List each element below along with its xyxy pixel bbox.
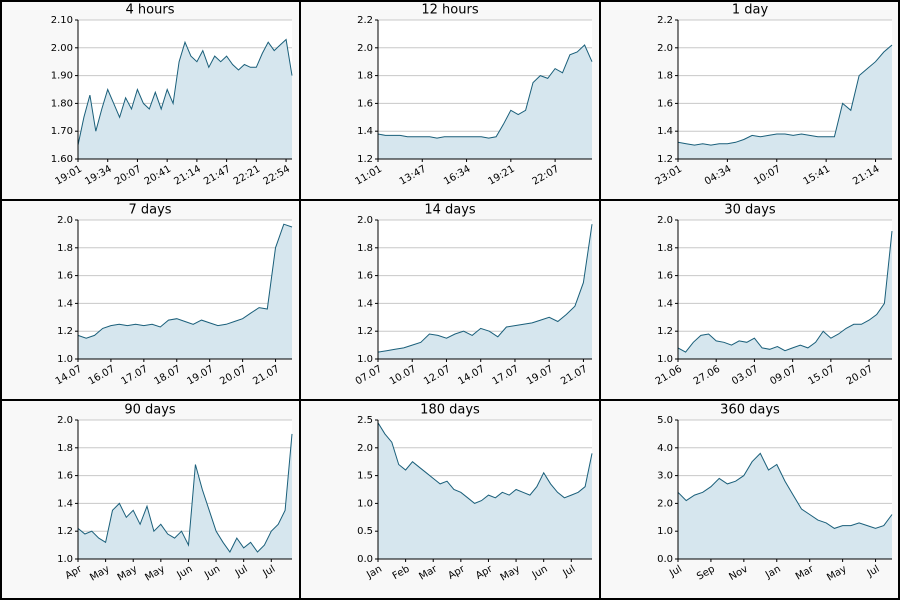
- y-tick-label: 1.6: [657, 98, 673, 109]
- price-line: [677, 231, 893, 353]
- y-tick-label: 1.8: [657, 243, 673, 254]
- y-tick-label: 1.8: [357, 243, 373, 254]
- y-tick-label: 1.0: [57, 554, 73, 565]
- area: [78, 39, 292, 159]
- y-tick-label: 1.0: [657, 526, 673, 537]
- price-line: [77, 223, 293, 339]
- y-tick-label: 2.5: [357, 415, 373, 426]
- price-line: [677, 452, 893, 529]
- y-tick-label: 2.10: [51, 15, 73, 26]
- y-tick-label: 4.0: [657, 443, 673, 454]
- y-tick-label: 1.5: [357, 471, 373, 482]
- area: [378, 422, 592, 559]
- price-line: [377, 224, 593, 353]
- y-tick-label: 1.4: [357, 126, 373, 137]
- chart-title: 360 days: [720, 403, 780, 418]
- y-tick-label: 1.4: [657, 126, 673, 137]
- y-tick-label: 2.0: [357, 43, 373, 54]
- price-line: [377, 44, 593, 139]
- y-tick-label: 2.2: [657, 15, 673, 26]
- y-tick-label: 0.5: [357, 526, 373, 537]
- price-line: [377, 422, 593, 504]
- y-tick-label: 1.4: [57, 298, 73, 309]
- y-tick-label: 1.90: [51, 71, 73, 82]
- y-tick-label: 0.0: [357, 554, 373, 565]
- y-tick-label: 1.6: [357, 98, 373, 109]
- y-tick-label: 1.2: [357, 326, 373, 337]
- y-tick-label: 1.8: [57, 243, 73, 254]
- y-tick-label: 2.0: [657, 215, 673, 226]
- y-tick-label: 0.0: [657, 554, 673, 565]
- price-line: [677, 44, 893, 146]
- y-tick-label: 2.2: [357, 15, 373, 26]
- y-tick-label: 1.4: [57, 498, 73, 509]
- y-tick-label: 1.4: [657, 298, 673, 309]
- chart-title: 180 days: [420, 403, 480, 418]
- y-tick-label: 2.0: [357, 215, 373, 226]
- y-tick-label: 1.2: [657, 326, 673, 337]
- area: [78, 433, 292, 559]
- chart-title: 90 days: [124, 403, 176, 418]
- y-tick-label: 1.6: [357, 271, 373, 282]
- y-tick-label: 5.0: [657, 415, 673, 426]
- y-tick-label: 1.60: [51, 154, 73, 165]
- chart-title: 7 days: [128, 203, 171, 218]
- chart-title: 1 day: [732, 3, 769, 18]
- y-tick-label: 1.2: [357, 154, 373, 165]
- y-tick-label: 1.2: [57, 326, 73, 337]
- y-tick-label: 1.4: [357, 298, 373, 309]
- y-tick-label: 1.0: [357, 498, 373, 509]
- y-tick-label: 1.6: [57, 271, 73, 282]
- y-tick-label: 1.0: [657, 354, 673, 365]
- chart-title: 4 hours: [126, 3, 175, 18]
- area: [378, 224, 592, 359]
- area: [678, 231, 892, 359]
- y-tick-label: 2.0: [657, 43, 673, 54]
- y-tick-label: 1.0: [357, 354, 373, 365]
- y-tick-label: 1.2: [657, 154, 673, 165]
- y-tick-label: 2.00: [51, 43, 73, 54]
- y-tick-label: 1.2: [57, 526, 73, 537]
- chart-title: 14 days: [424, 203, 476, 218]
- chart-title: 12 hours: [421, 3, 478, 18]
- y-tick-label: 2.0: [57, 215, 73, 226]
- y-tick-label: 1.0: [57, 354, 73, 365]
- y-tick-label: 1.80: [51, 98, 73, 109]
- y-tick-label: 2.0: [57, 415, 73, 426]
- price-line: [77, 38, 293, 146]
- y-tick-label: 1.70: [51, 126, 73, 137]
- price-line: [77, 433, 293, 553]
- y-tick-label: 1.6: [57, 471, 73, 482]
- y-tick-label: 3.0: [657, 471, 673, 482]
- y-tick-label: 1.8: [357, 71, 373, 82]
- y-tick-label: 2.0: [657, 498, 673, 509]
- chart-title: 30 days: [724, 203, 776, 218]
- y-tick-label: 1.6: [657, 271, 673, 282]
- area: [378, 45, 592, 159]
- area: [678, 453, 892, 559]
- y-tick-label: 2.0: [357, 443, 373, 454]
- y-tick-label: 1.8: [657, 71, 673, 82]
- y-tick-label: 1.8: [57, 443, 73, 454]
- area: [678, 45, 892, 159]
